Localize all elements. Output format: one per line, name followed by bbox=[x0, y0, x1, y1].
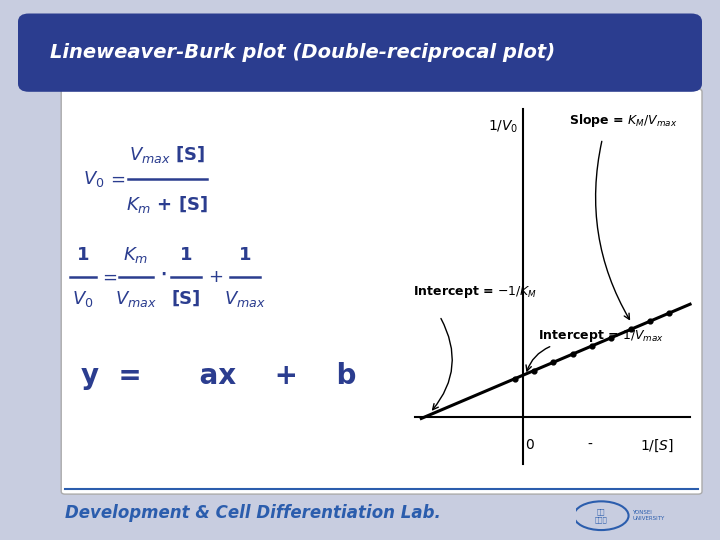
Text: Development & Cell Differentiation Lab.: Development & Cell Differentiation Lab. bbox=[65, 504, 441, 522]
Text: 0: 0 bbox=[526, 438, 534, 452]
Text: 연세
대학교: 연세 대학교 bbox=[595, 509, 608, 523]
Text: $V_{max}$: $V_{max}$ bbox=[115, 289, 157, 309]
Point bbox=[606, 333, 617, 342]
Text: $\cdot$: $\cdot$ bbox=[158, 262, 166, 288]
Text: Lineweaver-Burk plot (Double-reciprocal plot): Lineweaver-Burk plot (Double-reciprocal … bbox=[50, 43, 556, 63]
Text: Intercept = $-1/K_M$: Intercept = $-1/K_M$ bbox=[413, 285, 537, 300]
Text: Slope = $K_M/V_{max}$: Slope = $K_M/V_{max}$ bbox=[569, 112, 678, 130]
Text: 1: 1 bbox=[239, 246, 251, 265]
Bar bbox=[0, 0, 65, 540]
Text: $+$: $+$ bbox=[208, 268, 223, 286]
Text: $K_m$ + [S]: $K_m$ + [S] bbox=[127, 194, 209, 214]
Text: 1: 1 bbox=[77, 246, 89, 265]
FancyBboxPatch shape bbox=[61, 89, 702, 494]
Point bbox=[586, 342, 598, 350]
Text: $=$: $=$ bbox=[99, 268, 117, 286]
Text: $V_{max}$: $V_{max}$ bbox=[225, 289, 266, 309]
Point bbox=[663, 309, 675, 318]
Point bbox=[548, 358, 559, 367]
Point bbox=[644, 317, 656, 326]
Text: 1: 1 bbox=[179, 246, 192, 265]
Text: $V_0$: $V_0$ bbox=[83, 168, 104, 188]
Text: $K_m$: $K_m$ bbox=[123, 245, 148, 265]
Text: $V_{max}$ [S]: $V_{max}$ [S] bbox=[130, 144, 206, 165]
Text: YONSEI
UNIVERSITY: YONSEI UNIVERSITY bbox=[632, 510, 665, 521]
FancyBboxPatch shape bbox=[18, 14, 702, 92]
Point bbox=[625, 325, 636, 334]
Point bbox=[509, 374, 521, 383]
Point bbox=[528, 366, 540, 375]
Text: -: - bbox=[588, 438, 593, 452]
Text: y  =      ax    +    b: y = ax + b bbox=[81, 362, 356, 390]
Text: $=$: $=$ bbox=[107, 170, 125, 187]
Text: [S]: [S] bbox=[171, 290, 200, 308]
Point bbox=[567, 350, 578, 359]
Text: $V_0$: $V_0$ bbox=[72, 289, 94, 309]
Text: Intercept = $1/V_{max}$: Intercept = $1/V_{max}$ bbox=[538, 328, 664, 344]
Text: $1/V_0$: $1/V_0$ bbox=[487, 119, 518, 135]
Text: $1/[S]$: $1/[S]$ bbox=[639, 438, 674, 454]
